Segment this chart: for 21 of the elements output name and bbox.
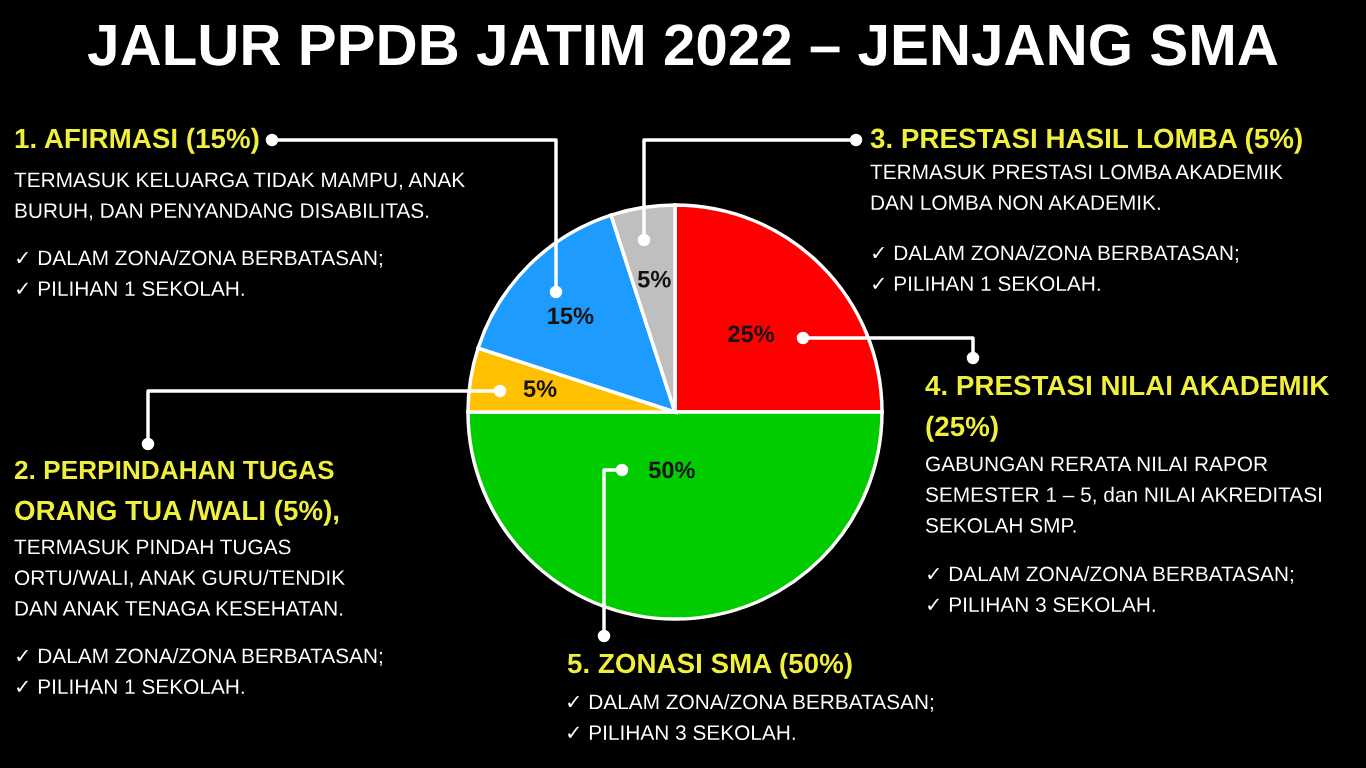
- data-label: 5%: [637, 270, 671, 288]
- text: ✓ DALAM ZONA/ZONA BERBATASAN; ✓ PILIHAN 1 SEKOLAH.: [17, 648, 382, 695]
- text: ✓ DALAM ZONA/ZONA BERBATASAN; ✓ PILIHAN 3 SEKOLAH.: [928, 566, 1293, 613]
- text: ✓ DALAM ZONA/ZONA BERBATASAN; ✓ PILIHAN 3 SEKOLAH.: [568, 694, 933, 741]
- chart-title: JALUR PPDB JATIM 2022 – JENJANG SMA: [87, 24, 1278, 66]
- slice-label: 4. PRESTASI NILAI AKADEMIK (25%): [925, 375, 1330, 442]
- text: TERMASUK PRESTASI LOMBA AKADEMIK DAN LOMBA NON AKADEMIK.: [870, 164, 1283, 211]
- data-label: 15%: [548, 307, 594, 325]
- data-label: 50%: [648, 461, 695, 479]
- data-label: 25%: [728, 325, 775, 343]
- slice-label: 5. ZONASI SMA (50%): [567, 652, 852, 679]
- text: TERMASUK PINDAH TUGAS ORTU/WALI, ANAK GURU/TENDIK DAN ANAK TENAGA KESEHATAN.: [14, 539, 345, 616]
- text: TERMASUK KELUARGA TIDAK MAMPU, ANAK BURUH, DAN PENYANDANG DISABILITAS.: [14, 172, 465, 221]
- slice-label: 3. PRESTASI HASIL LOMBA (5%): [870, 127, 1302, 154]
- text: ✓ DALAM ZONA/ZONA BERBATASAN; ✓ PILIHAN 1 SEKOLAH.: [17, 250, 382, 297]
- text: ✓ DALAM ZONA/ZONA BERBATASAN; ✓ PILIHAN 1 SEKOLAH.: [873, 245, 1238, 292]
- slice-label: 2. PERPINDAHAN TUGAS ORANG TUA /WALI (5%): [14, 460, 334, 526]
- slice-label: 1. AFIRMASI (15%): [15, 127, 259, 154]
- text: GABUNGAN RERATA NILAI RAPOR SEMESTER 1 – 5, dan NILAI AKREDITASI SEKOLAH SMP.: [925, 456, 1322, 533]
- text: ,: [334, 515, 339, 525]
- data-label: 5%: [523, 380, 557, 397]
